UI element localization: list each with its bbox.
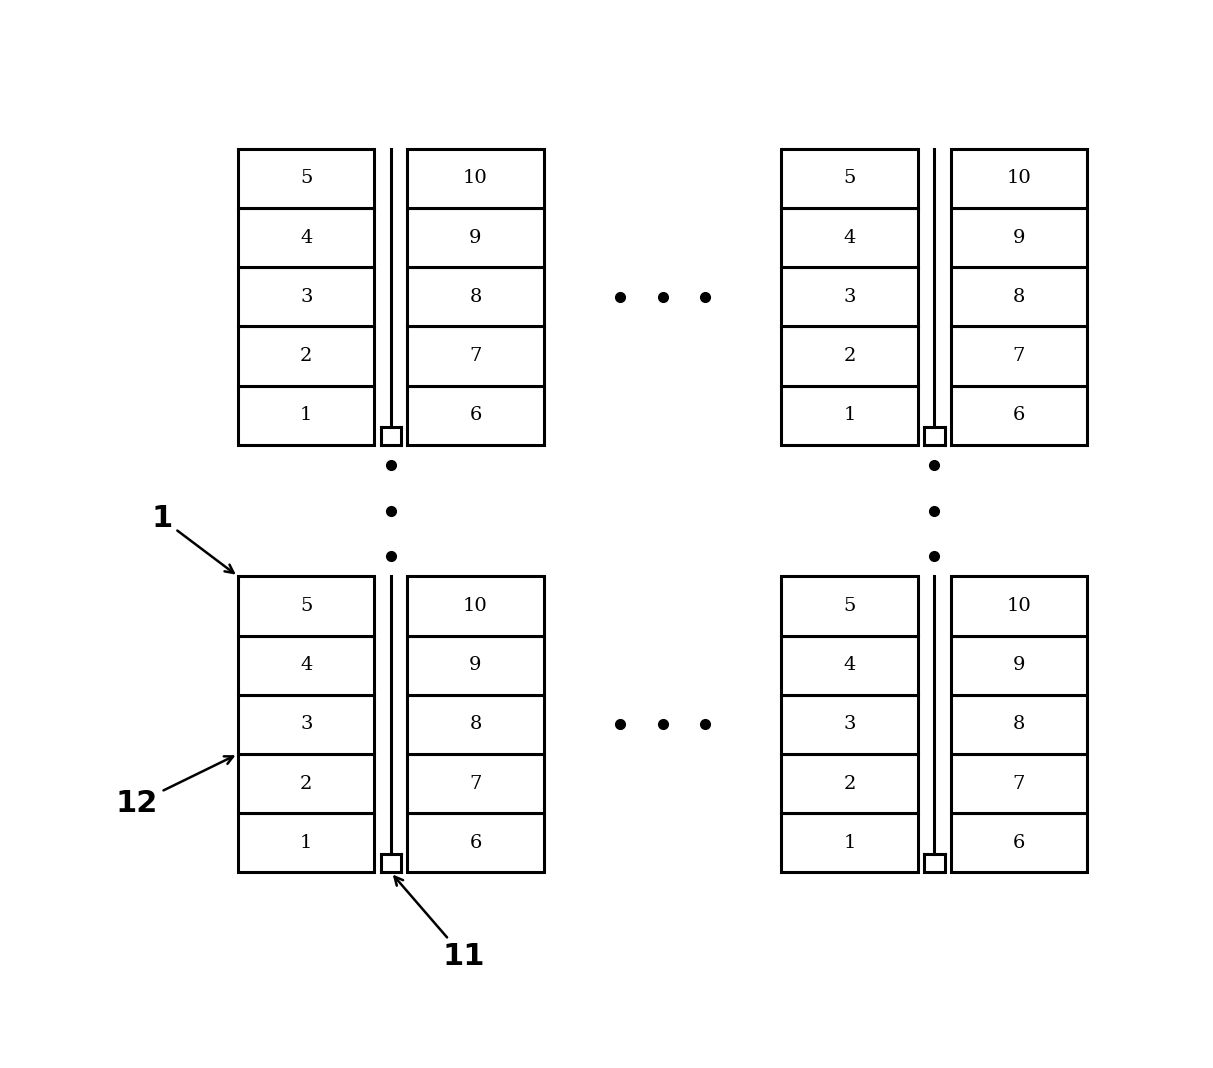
Bar: [781, 208, 918, 267]
Bar: [951, 577, 1087, 635]
Bar: [408, 208, 543, 267]
Text: 3: 3: [300, 716, 313, 734]
Bar: [408, 577, 543, 635]
Text: 5: 5: [843, 170, 856, 187]
Bar: [781, 327, 918, 386]
Text: 6: 6: [1013, 834, 1025, 852]
Bar: [408, 327, 543, 386]
Bar: [238, 577, 375, 635]
Text: 7: 7: [1013, 774, 1025, 792]
Bar: [951, 327, 1087, 386]
Text: 7: 7: [469, 774, 482, 792]
Bar: [408, 754, 543, 813]
Text: 8: 8: [469, 287, 482, 305]
Text: 4: 4: [300, 229, 313, 247]
Text: 7: 7: [469, 347, 482, 365]
Text: 2: 2: [843, 347, 856, 365]
Text: 10: 10: [463, 170, 488, 187]
Text: 1: 1: [300, 834, 313, 852]
Bar: [238, 754, 375, 813]
Text: 3: 3: [843, 716, 856, 734]
Text: 9: 9: [469, 229, 482, 247]
Bar: [238, 386, 375, 444]
Text: 1: 1: [300, 406, 313, 424]
Text: 8: 8: [1013, 716, 1025, 734]
Text: 8: 8: [1013, 287, 1025, 305]
Text: 10: 10: [1007, 170, 1031, 187]
Bar: [238, 267, 375, 327]
Bar: [951, 208, 1087, 267]
Bar: [781, 754, 918, 813]
Text: 9: 9: [1013, 656, 1025, 674]
Bar: [408, 386, 543, 444]
Bar: [951, 635, 1087, 695]
Text: 2: 2: [843, 774, 856, 792]
Bar: [408, 813, 543, 873]
Bar: [781, 635, 918, 695]
Bar: [238, 148, 375, 208]
Bar: [951, 267, 1087, 327]
Bar: [238, 695, 375, 754]
Bar: [781, 695, 918, 754]
Text: 8: 8: [469, 716, 482, 734]
Text: 4: 4: [843, 656, 856, 674]
Text: 3: 3: [843, 287, 856, 305]
Text: 2: 2: [300, 347, 313, 365]
Text: 1: 1: [843, 406, 856, 424]
Text: 5: 5: [300, 597, 313, 615]
Bar: [238, 813, 375, 873]
Bar: [951, 386, 1087, 444]
Text: 5: 5: [843, 597, 856, 615]
Bar: [408, 148, 543, 208]
Text: 1: 1: [843, 834, 856, 852]
Text: 10: 10: [1007, 597, 1031, 615]
Text: 4: 4: [300, 656, 313, 674]
Bar: [408, 267, 543, 327]
Text: 6: 6: [469, 406, 482, 424]
Bar: [781, 267, 918, 327]
Bar: [781, 386, 918, 444]
Text: 12: 12: [115, 756, 233, 818]
Text: 9: 9: [469, 656, 482, 674]
Bar: [408, 635, 543, 695]
Text: 3: 3: [300, 287, 313, 305]
Text: 2: 2: [300, 774, 313, 792]
Text: 11: 11: [394, 877, 485, 971]
Bar: [951, 813, 1087, 873]
Text: 7: 7: [1013, 347, 1025, 365]
Bar: [781, 813, 918, 873]
Text: 6: 6: [469, 834, 482, 852]
Text: 5: 5: [300, 170, 313, 187]
Bar: [408, 695, 543, 754]
Text: 6: 6: [1013, 406, 1025, 424]
Bar: [238, 327, 375, 386]
Bar: [951, 695, 1087, 754]
Bar: [951, 754, 1087, 813]
Text: 10: 10: [463, 597, 488, 615]
Text: 4: 4: [843, 229, 856, 247]
Bar: [781, 577, 918, 635]
Bar: [238, 635, 375, 695]
Text: 1: 1: [152, 504, 234, 574]
Text: 9: 9: [1013, 229, 1025, 247]
Bar: [951, 148, 1087, 208]
Bar: [781, 148, 918, 208]
Bar: [238, 208, 375, 267]
